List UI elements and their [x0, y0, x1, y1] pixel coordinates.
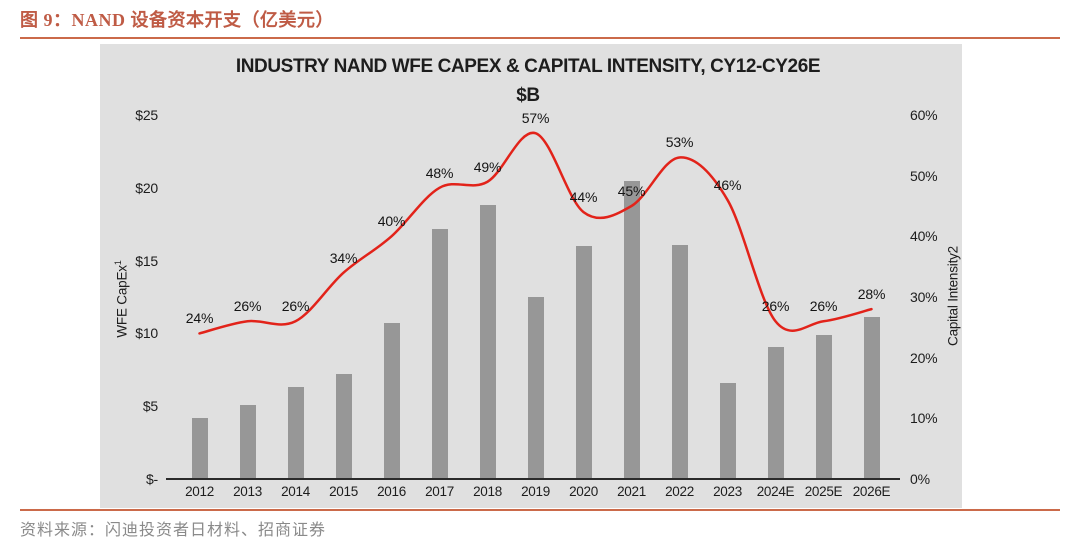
x-axis-label-2018: 2018 — [473, 484, 502, 499]
figure-caption: 图 9：NAND 设备资本开支（亿美元） — [20, 10, 334, 30]
left-axis-tick: $15 — [135, 252, 158, 269]
right-axis-tick: 50% — [910, 167, 938, 184]
line-point-label-2024E: 26% — [761, 298, 790, 315]
x-axis-label-2013: 2013 — [233, 484, 262, 499]
bar-2018 — [479, 205, 496, 480]
bar-2019 — [527, 297, 544, 480]
line-point-label-2025E: 26% — [809, 298, 838, 315]
line-point-label-2021: 45% — [617, 183, 646, 199]
caption-divider-rule — [20, 37, 1060, 39]
x-axis-label-2025E: 2025E — [804, 484, 843, 499]
line-point-label-2012: 24% — [185, 310, 214, 327]
right-axis-tick: 30% — [910, 289, 938, 305]
line-point-label-2022: 53% — [665, 134, 694, 151]
chart-title-line1: INDUSTRY NAND WFE CAPEX & CAPITAL INTENS… — [235, 56, 821, 77]
x-axis-label-2014: 2014 — [281, 484, 310, 499]
bar-2020 — [575, 246, 592, 480]
x-axis-label-2017: 2017 — [425, 484, 454, 499]
line-point-label-2019: 57% — [521, 110, 550, 127]
chart-title: INDUSTRY NAND WFE CAPEX & CAPITAL INTENS… — [166, 52, 890, 110]
bar-2025E — [815, 334, 832, 480]
x-axis-label-2022: 2022 — [665, 484, 694, 499]
x-axis-label-2023: 2023 — [713, 484, 742, 499]
right-axis-title-text: Capital Intensity2 — [945, 246, 961, 346]
x-axis-label-2016: 2016 — [377, 484, 406, 499]
line-point-label-2014: 26% — [281, 298, 310, 315]
right-axis-tick: 20% — [910, 349, 938, 366]
right-axis-tick: 60% — [910, 107, 938, 123]
x-axis-label-2021: 2021 — [617, 484, 646, 499]
right-axis-tick: 0% — [910, 471, 930, 487]
bar-2021 — [623, 180, 640, 480]
line-point-label-2015: 34% — [329, 249, 358, 266]
right-axis-tick: 10% — [910, 410, 938, 427]
right-axis-tick: 40% — [910, 228, 938, 245]
figure-source: 资料来源：闪迪投资者日材料、招商证券 — [20, 522, 327, 539]
left-axis-tick: $10 — [135, 325, 158, 342]
x-axis-label-2024E: 2024E — [756, 484, 795, 499]
chart-title-line2: $B — [516, 85, 540, 106]
bar-2017 — [431, 228, 448, 480]
left-axis-tick: $5 — [142, 398, 158, 415]
line-point-label-2016: 40% — [377, 213, 406, 230]
line-point-label-2020: 44% — [569, 189, 598, 206]
bar-2014 — [287, 387, 304, 480]
right-axis-title: Capital Intensity2 — [946, 246, 961, 346]
x-axis-label-2020: 2020 — [569, 484, 598, 499]
bar-2022 — [671, 244, 688, 480]
bar-2012 — [191, 417, 208, 480]
x-axis-label-2015: 2015 — [329, 484, 358, 499]
bar-2013 — [239, 404, 256, 480]
line-point-label-2023: 46% — [713, 176, 742, 193]
bar-2016 — [383, 323, 400, 480]
line-point-label-2026E: 28% — [857, 286, 886, 303]
line-point-label-2013: 26% — [233, 298, 262, 315]
x-axis-label-2026E: 2026E — [852, 484, 891, 499]
left-axis-tick: $25 — [135, 107, 158, 123]
bar-2024E — [767, 346, 784, 480]
bar-2015 — [335, 374, 352, 480]
left-axis-tick: $20 — [135, 179, 158, 196]
line-point-label-2018: 49% — [473, 158, 502, 175]
figure-bottom-rule — [20, 509, 1060, 511]
bar-2026E — [863, 317, 880, 480]
left-axis-tick: $- — [145, 471, 158, 487]
x-axis-label-2019: 2019 — [521, 484, 550, 499]
bar-2023 — [719, 382, 736, 480]
x-axis-label-2012: 2012 — [185, 484, 214, 499]
line-point-label-2017: 48% — [425, 164, 454, 181]
